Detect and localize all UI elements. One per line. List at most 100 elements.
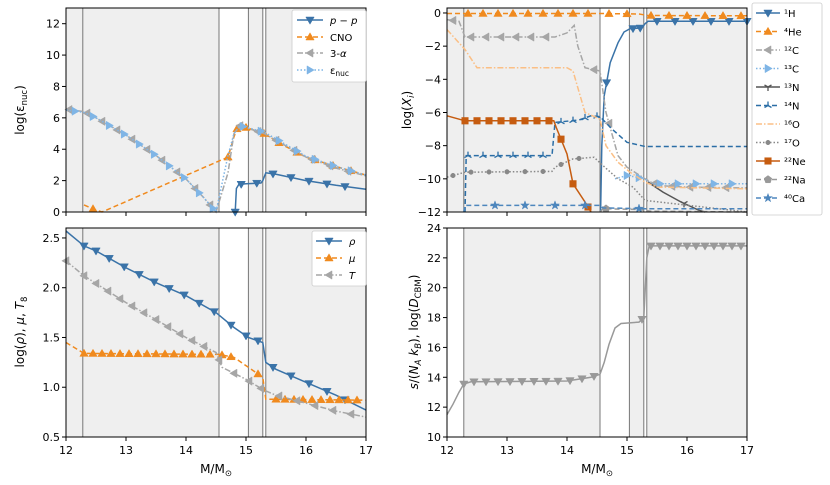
legend-label-14n: ¹⁴N xyxy=(784,102,800,113)
y-tick-label: 10 xyxy=(46,49,60,62)
legend-label-13n: ¹³N xyxy=(784,83,800,94)
data-point-22ne xyxy=(473,116,481,125)
legend-label-16o: ¹⁶O xyxy=(784,120,800,131)
legend-handle xyxy=(297,16,323,25)
series-40ca xyxy=(463,200,747,213)
legend-label-13c: ¹³C xyxy=(784,65,799,76)
x-tick-label: 15 xyxy=(620,444,634,457)
y-tick-label: 0.5 xyxy=(43,431,61,444)
series-line-40ca xyxy=(463,204,747,213)
shaded-region xyxy=(447,8,600,212)
series-17o xyxy=(446,155,748,213)
data-point-22ne xyxy=(461,116,469,125)
series-4he xyxy=(447,8,748,20)
y-tick-label: 16 xyxy=(427,341,441,354)
x-axis-label: M/M⊙ xyxy=(200,462,232,479)
legend: p − p CNO 3-α εnuc xyxy=(291,9,367,83)
y-tick-label: 1.0 xyxy=(43,381,61,394)
shaded-region xyxy=(66,8,219,212)
shaded-region xyxy=(629,8,644,212)
data-point-22ne xyxy=(497,116,505,125)
data-point-t xyxy=(229,368,238,379)
legend-label-17o: ¹⁷O xyxy=(784,139,800,150)
data-point-17o xyxy=(522,168,528,175)
y-tick-label: 14 xyxy=(427,371,441,384)
y-tick-label: 1.5 xyxy=(43,331,61,344)
y-tick-label: 6 xyxy=(53,112,60,125)
legend: ρ μ T xyxy=(311,230,367,287)
panel-density-mu-temperature: 0.5 1.0 1.5 2.0 2.5 12 13 14 15 16 17 log(ρ), μ, … xyxy=(13,227,373,479)
y-tick-label: 12 xyxy=(46,18,60,31)
x-tick-label: 14 xyxy=(560,444,574,457)
series-ε-nuc xyxy=(65,106,367,214)
legend-handle xyxy=(316,270,342,280)
series-line-17o xyxy=(446,156,748,213)
shaded-region xyxy=(463,228,600,437)
data-point-17o xyxy=(504,168,510,175)
y-axis-label: log(Xi) xyxy=(400,91,417,129)
series-p-p xyxy=(230,170,367,217)
data-point-22ne xyxy=(509,116,517,125)
series-22ne xyxy=(446,115,592,213)
legend-label-22ne: ²²Ne xyxy=(784,157,806,168)
y-tick-label: 0 xyxy=(434,7,441,20)
series-line-16o xyxy=(446,29,748,190)
y-tick-label: −6 xyxy=(425,106,441,119)
legend-marker xyxy=(764,157,772,165)
series-series xyxy=(446,242,747,415)
data-point-p-p xyxy=(230,208,240,217)
panel-energy-generation: 0 2 4 6 8 10 12 log(εnuc) p − p CNO 3-α εnuc xyxy=(13,7,367,219)
y-axis-label: log(εnuc) xyxy=(13,85,30,135)
y-tick-label: 22 xyxy=(427,252,441,265)
y-tick-label: 2.5 xyxy=(43,232,61,245)
y-tick-label: 2 xyxy=(53,175,60,188)
series-line-1h xyxy=(599,20,747,213)
legend-label-22na: ²²Na xyxy=(784,176,806,187)
plot-area-frame xyxy=(446,7,748,213)
x-tick-label: 12 xyxy=(440,444,454,457)
legend-handle xyxy=(316,237,342,246)
y-tick-label: 4 xyxy=(53,143,60,156)
shaded-region xyxy=(646,228,747,437)
data-point-17o xyxy=(558,161,564,168)
series-μ xyxy=(65,341,367,404)
y-axis-label: s/(NA kB), log(DCBM) xyxy=(407,275,424,390)
legend-label-12c: ¹²C xyxy=(784,46,799,57)
series-ρ xyxy=(65,230,367,411)
legend-frame xyxy=(311,230,367,287)
shaded-region xyxy=(629,228,644,437)
y-tick-label: 12 xyxy=(427,401,441,414)
y-tick-label: −12 xyxy=(418,206,441,219)
plot-area-frame xyxy=(446,227,748,438)
data-point-17o xyxy=(468,169,474,175)
shaded-region xyxy=(248,8,263,212)
y-tick-label: 10 xyxy=(427,431,441,444)
legend: ¹H ⁴He ¹²C ¹³C ¹³N ¹⁴N ¹⁶O ¹⁷O ²²Ne ²²Na ⁴⁰Ca xyxy=(751,2,823,216)
x-tick-label: 12 xyxy=(59,444,73,457)
series-line-series xyxy=(446,245,747,415)
data-point-μ xyxy=(226,352,236,361)
series-13c xyxy=(614,170,747,189)
legend-handle xyxy=(316,253,342,262)
data-point-1h xyxy=(601,79,612,88)
series-line-p-p xyxy=(234,171,367,213)
shaded-region xyxy=(66,228,219,437)
data-point-22ne xyxy=(485,116,493,125)
legend-label-rho: ρ xyxy=(349,237,356,248)
legend-label-1h: ¹H xyxy=(784,9,796,20)
legend-label-cno: CNO xyxy=(330,33,352,44)
data-point-22ne xyxy=(533,116,541,125)
x-tick-label: 15 xyxy=(239,444,253,457)
y-tick-label: 8 xyxy=(53,80,60,93)
x-tick-label: 14 xyxy=(179,444,193,457)
legend-handle xyxy=(297,65,323,75)
x-tick-label: 13 xyxy=(500,444,514,457)
legend-marker xyxy=(765,139,771,146)
legend-handle xyxy=(297,48,323,58)
shaded-region xyxy=(248,228,263,437)
data-point-17o xyxy=(450,172,456,179)
panel-abundances: −12 −10 −8 −6 −4 −2 0 log(Xi) ¹H ⁴He ¹²C ¹³C ¹³N ¹⁴… xyxy=(400,2,823,219)
series-16o xyxy=(446,29,748,190)
x-tick-label: 16 xyxy=(299,444,313,457)
